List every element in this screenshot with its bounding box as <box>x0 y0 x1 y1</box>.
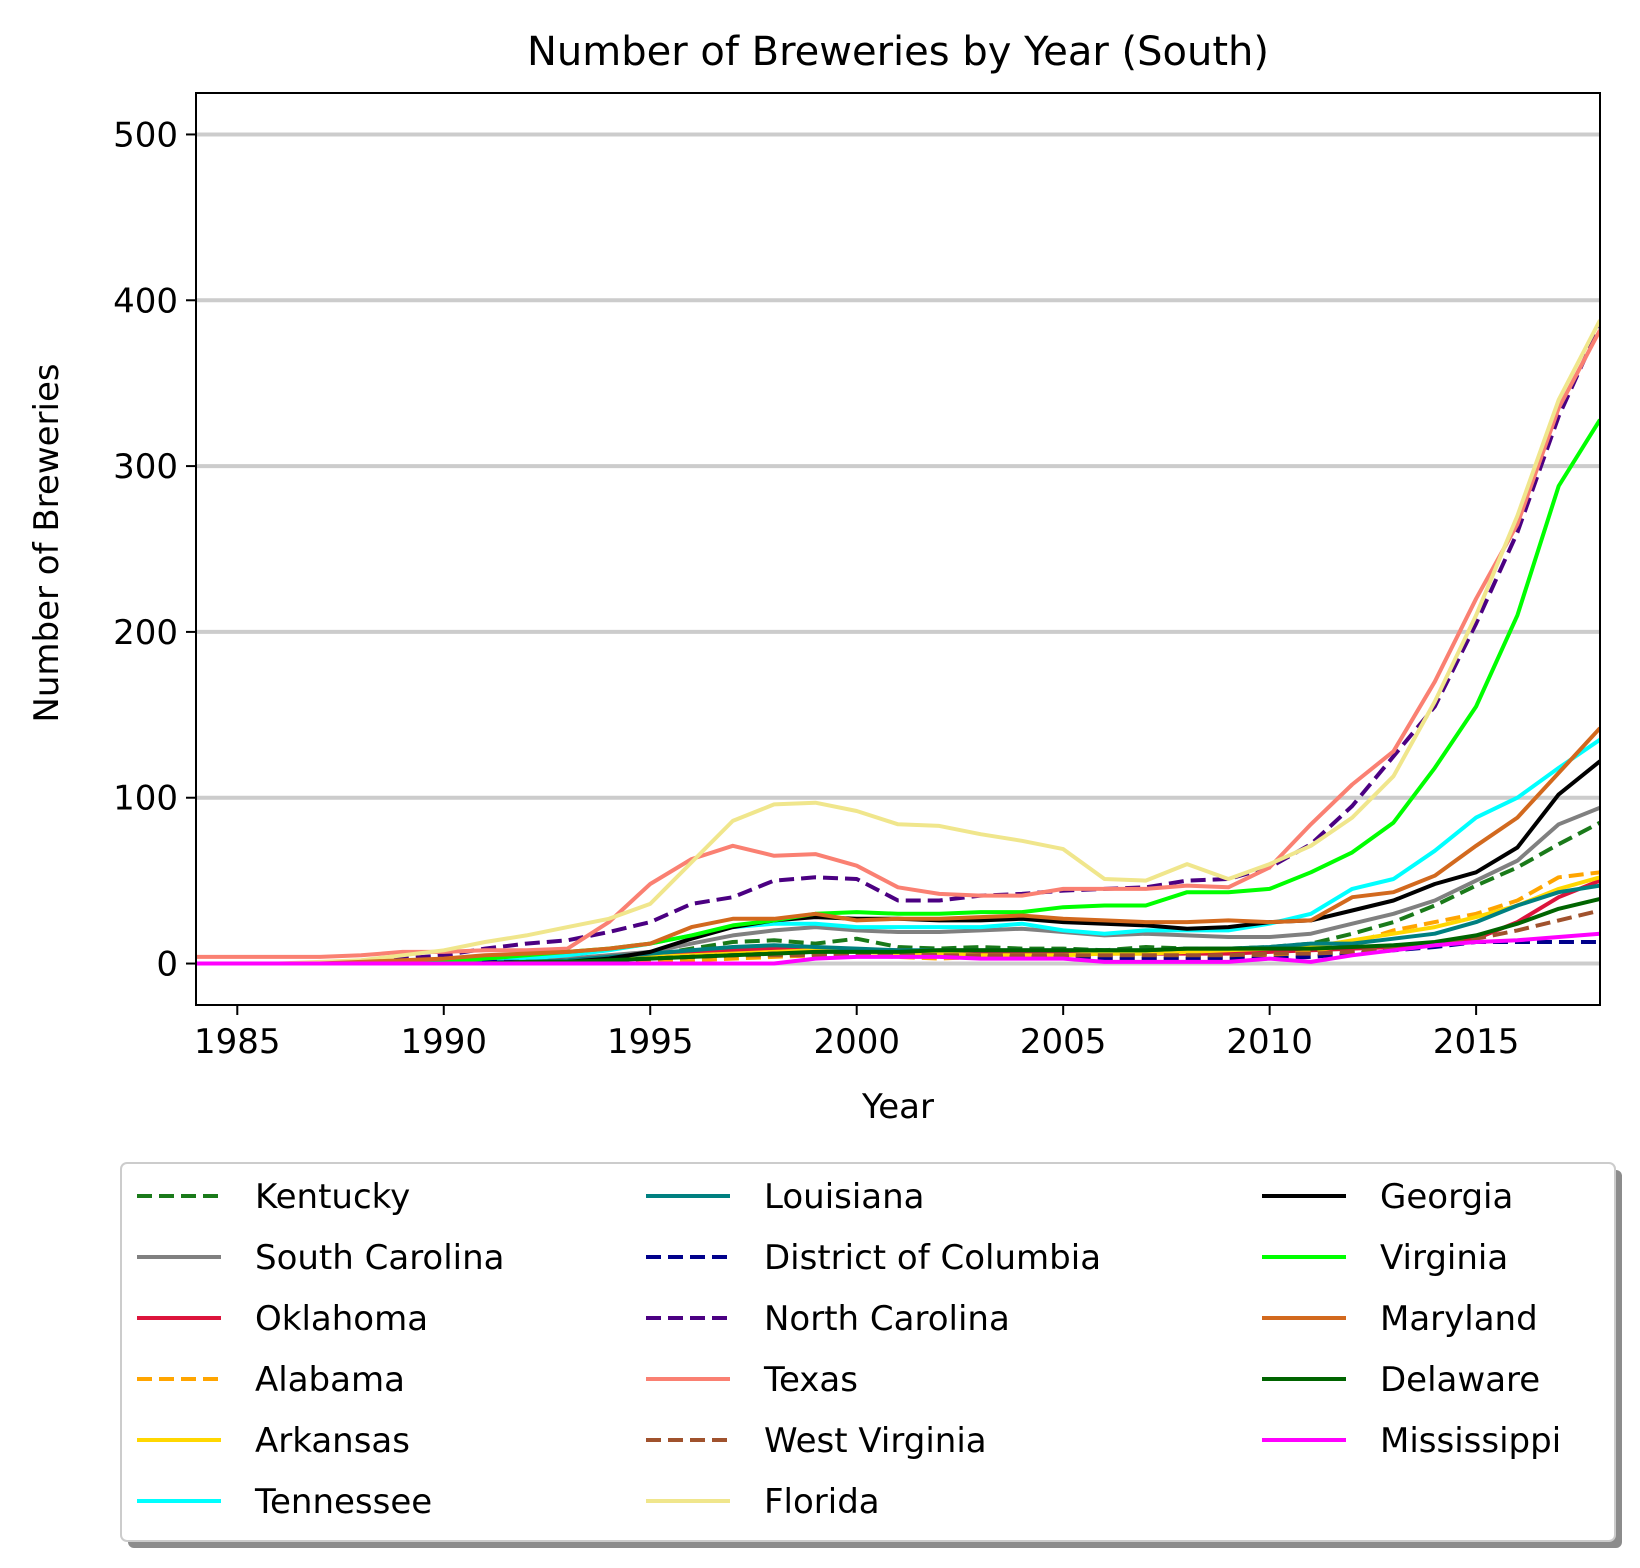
legend-entry-alabama: Alabama <box>137 1360 405 1400</box>
y-tick-label: 500 <box>113 115 178 155</box>
legend-entry-florida: Florida <box>646 1482 880 1522</box>
legend-entry-kentucky: Kentucky <box>137 1177 410 1217</box>
legend-entry-louisiana: Louisiana <box>646 1177 925 1217</box>
legend-entry-arkansas: Arkansas <box>137 1421 410 1461</box>
x-tick-label: 1990 <box>400 1022 487 1062</box>
legend-label: Kentucky <box>255 1177 410 1217</box>
legend-entry-virginia: Virginia <box>1262 1238 1508 1278</box>
series-line-florida <box>196 319 1600 966</box>
legend-label: Louisiana <box>764 1177 925 1217</box>
legend-label: Oklahoma <box>255 1299 428 1339</box>
series-line-maryland <box>196 726 1600 966</box>
plot-frame <box>195 92 1601 1006</box>
x-tick-label: 2015 <box>1433 1022 1520 1062</box>
y-tick-label: 300 <box>113 447 178 487</box>
x-tick-label: 2000 <box>813 1022 900 1062</box>
x-tick-label: 1985 <box>194 1022 281 1062</box>
legend: Kentucky South Carolina Oklahoma Alabama Ark… <box>120 1162 1622 1548</box>
x-tick-label: 2010 <box>1226 1022 1313 1062</box>
legend-entry-delaware: Delaware <box>1262 1360 1540 1400</box>
legend-label: North Carolina <box>764 1299 1010 1339</box>
legend-frame <box>120 1162 1616 1542</box>
axis-ticks: 1985 1990 1995 2000 2005 2010 2015 0 100 200 300 40… <box>113 115 1519 1062</box>
chart-title: Number of Breweries by Year (South) <box>527 29 1269 75</box>
legend-entry-maryland: Maryland <box>1262 1299 1538 1339</box>
x-axis-label: Year <box>861 1087 934 1127</box>
legend-label: Arkansas <box>255 1421 410 1461</box>
y-tick-label: 400 <box>113 281 178 321</box>
legend-label: West Virginia <box>764 1421 987 1461</box>
legend-label: Delaware <box>1380 1360 1540 1400</box>
legend-entry-mississippi: Mississippi <box>1262 1421 1561 1461</box>
legend-label: Mississippi <box>1380 1421 1561 1461</box>
legend-label: Alabama <box>255 1360 405 1400</box>
x-tick-label: 1995 <box>607 1022 694 1062</box>
legend-entry-district-of-columbia: District of Columbia <box>646 1238 1101 1278</box>
series-line-north-carolina <box>196 324 1600 966</box>
legend-label: Tennessee <box>254 1482 432 1522</box>
y-tick-label: 100 <box>113 779 178 819</box>
legend-label: Virginia <box>1380 1238 1508 1278</box>
legend-entry-oklahoma: Oklahoma <box>137 1299 428 1339</box>
legend-label: District of Columbia <box>764 1238 1101 1278</box>
legend-entry-georgia: Georgia <box>1262 1177 1513 1217</box>
legend-entry-west-virginia: West Virginia <box>646 1421 987 1461</box>
x-tick-label: 2005 <box>1020 1022 1107 1062</box>
series-line-mississippi <box>196 931 1600 966</box>
legend-entry-north-carolina: North Carolina <box>646 1299 1010 1339</box>
legend-entry-tennessee: Tennessee <box>137 1482 432 1522</box>
gridlines <box>196 132 1600 966</box>
legend-label: Texas <box>763 1360 858 1400</box>
series-line-texas <box>196 329 1600 959</box>
legend-entry-texas: Texas <box>646 1360 858 1400</box>
legend-label: South Carolina <box>255 1238 505 1278</box>
legend-label: Maryland <box>1380 1299 1538 1339</box>
y-tick-label: 0 <box>156 945 178 985</box>
legend-label: Georgia <box>1380 1177 1513 1217</box>
plot-area <box>196 319 1600 966</box>
y-axis-label: Number of Breweries <box>27 363 67 722</box>
legend-entry-south-carolina: South Carolina <box>137 1238 505 1278</box>
legend-label: Florida <box>764 1482 880 1522</box>
y-tick-label: 200 <box>113 613 178 653</box>
